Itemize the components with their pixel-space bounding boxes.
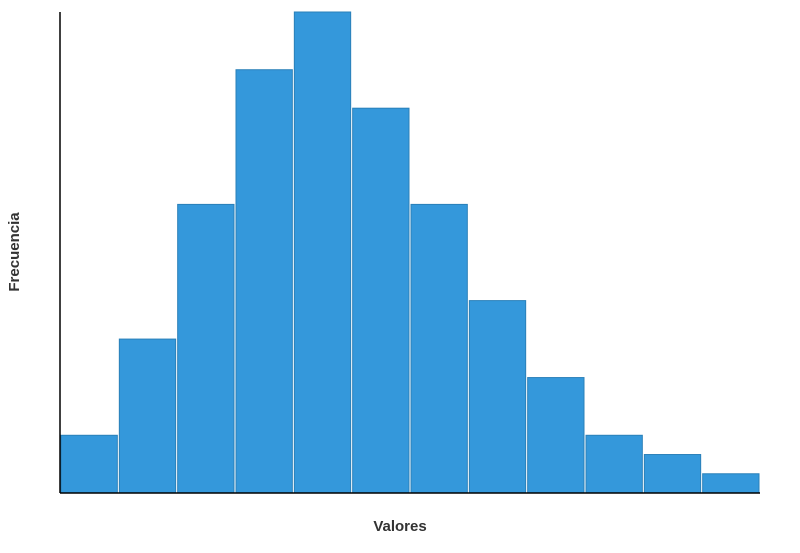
bar (527, 377, 585, 494)
bar (585, 434, 643, 494)
bar (352, 107, 410, 494)
bar (118, 338, 177, 494)
y-axis-label: Frecuencia (6, 212, 23, 292)
bar (468, 300, 527, 494)
bar (235, 69, 293, 494)
bar (60, 434, 118, 494)
x-axis-label: Valores (373, 518, 426, 535)
bar (177, 203, 235, 494)
bar (643, 454, 702, 494)
bar (702, 473, 760, 494)
bar (293, 11, 352, 494)
bar (410, 203, 468, 494)
